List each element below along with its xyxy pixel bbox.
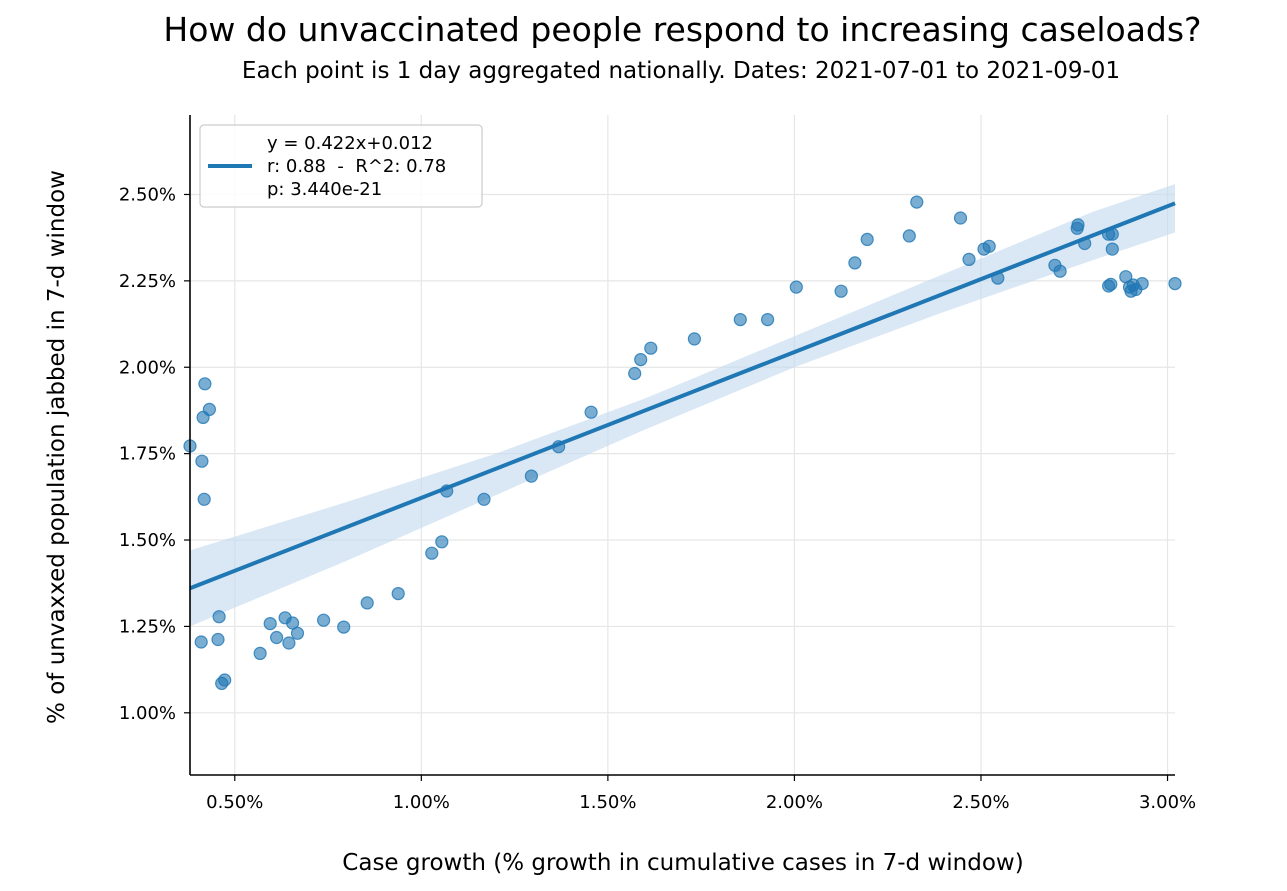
regression-line-group [189, 201, 1176, 591]
data-point [212, 610, 226, 624]
x-tick-label: 2.00% [766, 792, 823, 813]
data-point [477, 492, 491, 506]
data-point [902, 229, 916, 243]
x-tick-label: 1.00% [393, 792, 450, 813]
data-point [834, 284, 848, 298]
data-point [910, 195, 924, 209]
data-point [211, 632, 225, 647]
x-tick-label: 0.50% [206, 792, 263, 813]
legend-line-2: r: 0.88 - R^2: 0.78 [267, 156, 446, 177]
confidence-band-area [190, 184, 1175, 627]
confidence-band [190, 184, 1175, 627]
data-point [202, 402, 216, 416]
regression-line [189, 201, 1176, 591]
data-point [551, 440, 566, 454]
data-point [584, 405, 598, 419]
data-point [644, 341, 658, 355]
chart-title: How do unvaccinated people respond to in… [163, 10, 1202, 49]
data-point [760, 313, 775, 327]
data-point [1071, 218, 1085, 232]
legend-box [199, 124, 483, 208]
data-point [425, 546, 439, 560]
data-point [982, 239, 996, 253]
data-point [391, 586, 405, 601]
data-point [1168, 277, 1182, 291]
data-point [860, 232, 874, 246]
data-point [1135, 277, 1149, 291]
legend-line-1: y = 0.422x+0.012 [267, 133, 433, 154]
data-point [195, 454, 209, 468]
y-tick-label: 2.25% [119, 271, 176, 292]
data-point [687, 332, 702, 346]
x-axis-title: Case growth (% growth in cumulative case… [342, 850, 1023, 876]
data-point [218, 673, 232, 687]
x-tick-label: 2.50% [952, 792, 1009, 813]
data-point [198, 377, 212, 391]
x-tick-label: 3.00% [1139, 792, 1196, 813]
y-tick-label: 1.00% [119, 703, 176, 724]
data-point [733, 313, 747, 327]
legend-line-3: p: 3.440e-21 [267, 179, 382, 200]
data-point [524, 469, 539, 483]
tick-labels: 0.50% 1.00% 1.50% 2.00% 2.50% 3.00% 1.00% 1.25%… [119, 184, 1196, 813]
y-tick-label: 2.00% [119, 357, 176, 378]
data-points [183, 195, 1182, 691]
y-tick-label: 1.75% [119, 444, 176, 465]
axes [184, 115, 1175, 781]
y-tick-label: 2.50% [119, 184, 176, 205]
data-point [282, 636, 296, 650]
data-point [360, 596, 374, 610]
data-point [628, 366, 642, 381]
x-tick-label: 1.50% [579, 792, 636, 813]
chart-subtitle: Each point is 1 day aggregated nationall… [241, 58, 1121, 84]
data-point [440, 484, 454, 498]
data-point [435, 535, 449, 549]
data-point [253, 646, 267, 661]
data-point [194, 635, 208, 649]
data-point [1105, 242, 1119, 256]
grid-lines [190, 115, 1175, 775]
y-tick-label: 1.50% [119, 530, 176, 551]
data-point [634, 353, 648, 367]
legend: y = 0.422x+0.012 r: 0.88 - R^2: 0.78 p: … [199, 124, 483, 208]
y-axis-title: % of unvaxxed population jabbed in 7-d w… [44, 170, 70, 724]
data-point [1078, 236, 1092, 251]
data-point [962, 252, 976, 266]
data-point [1105, 227, 1119, 241]
data-point [789, 280, 803, 294]
data-point [337, 620, 351, 634]
data-point [1104, 277, 1118, 291]
data-point [1053, 264, 1067, 278]
data-point [263, 616, 277, 631]
y-tick-label: 1.25% [119, 616, 176, 637]
data-point [197, 492, 211, 506]
data-point [290, 626, 305, 640]
data-point [953, 211, 968, 225]
data-point [317, 613, 331, 627]
data-point [848, 256, 862, 270]
data-point [991, 271, 1005, 285]
data-point [270, 630, 284, 645]
